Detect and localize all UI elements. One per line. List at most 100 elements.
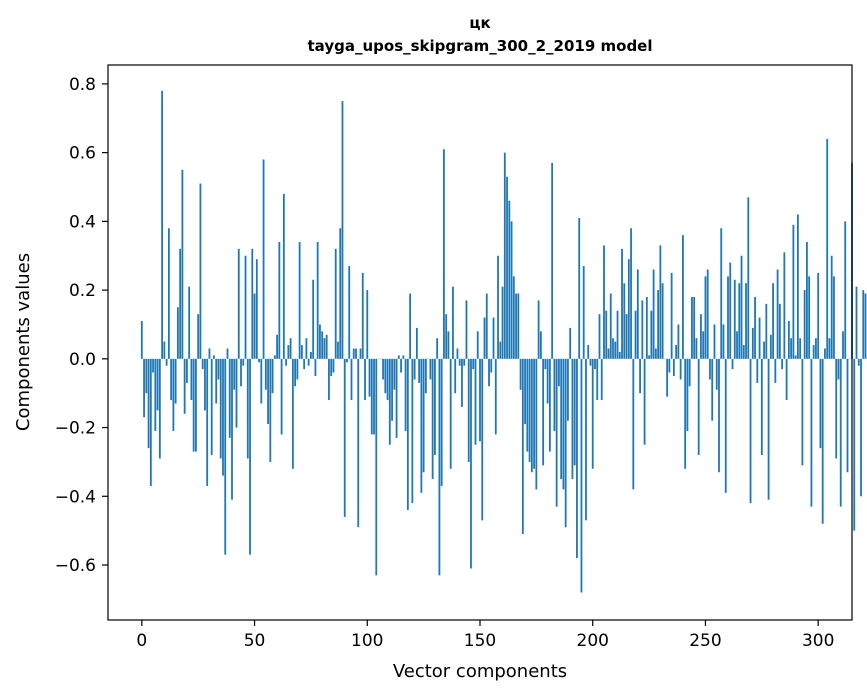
bar-64 [285, 358, 288, 366]
bar-146 [470, 358, 472, 569]
bar-50 [253, 293, 256, 359]
bar-129 [431, 358, 434, 480]
bar-77 [314, 358, 317, 376]
bar-317 [855, 286, 858, 359]
bar-214 [623, 283, 626, 359]
bar-159 [499, 341, 502, 359]
bar-118 [406, 358, 409, 511]
bar-224 [645, 296, 648, 359]
bar-132 [438, 358, 441, 576]
bar-260 [727, 276, 729, 359]
bar-87 [337, 341, 339, 359]
bar-272 [754, 296, 756, 359]
bar-83 [328, 358, 330, 401]
bar-34 [217, 358, 220, 380]
y-tick-label: −0.4 [55, 487, 96, 507]
bar-61 [278, 241, 281, 359]
bar-230 [659, 245, 662, 359]
bar-62 [280, 358, 283, 435]
bar-90 [343, 358, 346, 517]
bar-59 [273, 355, 276, 359]
bar-203 [598, 314, 601, 359]
bar-301 [819, 358, 822, 449]
bar-280 [772, 283, 774, 359]
bar-54 [262, 159, 265, 359]
bar-237 [675, 345, 678, 359]
bar-117 [404, 358, 407, 431]
bar-154 [488, 358, 490, 387]
bar-42 [235, 358, 238, 428]
bar-37 [224, 358, 227, 555]
bar-183 [553, 358, 556, 431]
bar-281 [774, 358, 777, 383]
bar-51 [255, 259, 258, 359]
bar-79 [319, 324, 321, 359]
bar-52 [258, 358, 260, 363]
bar-109 [386, 358, 389, 401]
bar-286 [785, 358, 788, 401]
bar-227 [652, 269, 655, 359]
bar-297 [810, 358, 813, 507]
bar-191 [571, 358, 574, 480]
bar-58 [271, 358, 274, 394]
bar-292 [799, 338, 802, 359]
bar-305 [828, 338, 831, 359]
bar-29 [206, 358, 209, 486]
bar-10 [163, 341, 166, 359]
bar-289 [792, 224, 795, 359]
bar-68 [294, 358, 297, 387]
bar-178 [542, 358, 545, 466]
bar-35 [219, 358, 222, 459]
y-tick-label: 0.6 [69, 144, 96, 164]
bar-157 [494, 358, 497, 435]
bar-30 [208, 348, 211, 359]
bar-211 [616, 310, 619, 359]
bar-12 [167, 228, 170, 359]
bar-116 [402, 355, 405, 359]
bar-55 [264, 358, 267, 390]
bar-249 [702, 331, 705, 359]
bar-213 [621, 248, 623, 359]
bar-264 [736, 331, 738, 359]
bar-6 [154, 358, 157, 431]
bar-201 [594, 358, 596, 370]
bar-149 [476, 331, 479, 359]
x-tick-label: 250 [689, 631, 721, 651]
bar-74 [307, 358, 310, 366]
bar-23 [192, 358, 195, 452]
bar-160 [501, 286, 504, 359]
bar-81 [323, 338, 326, 359]
bar-293 [801, 358, 804, 466]
bar-176 [537, 300, 540, 359]
bar-257 [720, 228, 723, 359]
bar-229 [657, 290, 660, 359]
bar-108 [384, 358, 387, 394]
bar-115 [400, 358, 402, 373]
bar-188 [564, 358, 567, 528]
bar-36 [222, 358, 224, 476]
bar-219 [634, 310, 637, 359]
bar-207 [607, 348, 610, 359]
y-tick-label: 0.4 [69, 212, 96, 232]
bar-101 [368, 358, 371, 397]
bar-321 [864, 293, 867, 359]
bar-78 [316, 241, 319, 359]
bar-312 [844, 221, 847, 359]
bar-93 [350, 358, 353, 401]
chart-subtitle: tayga_upos_skipgram_300_2_2019 model [308, 37, 653, 55]
bar-65 [287, 345, 290, 359]
bar-72 [303, 358, 306, 370]
bar-47 [246, 358, 249, 459]
bar-140 [456, 348, 459, 359]
bar-82 [325, 334, 328, 359]
bar-96 [357, 358, 360, 528]
bar-239 [679, 358, 682, 380]
bar-220 [636, 269, 639, 359]
x-tick-label: 200 [577, 631, 609, 651]
bar-21 [188, 286, 191, 359]
bar-205 [603, 245, 605, 359]
y-tick-label: −0.2 [55, 419, 96, 439]
bar-228 [654, 348, 657, 359]
bar-28 [204, 358, 206, 411]
bar-273 [756, 358, 759, 383]
